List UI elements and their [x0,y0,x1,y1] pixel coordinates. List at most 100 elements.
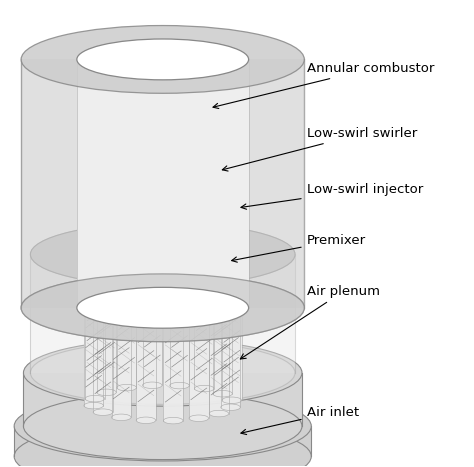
Ellipse shape [217,242,228,248]
Text: Premixer: Premixer [232,234,366,262]
Ellipse shape [100,423,114,429]
Text: Air plenum: Air plenum [240,285,380,359]
Ellipse shape [89,247,101,253]
Ellipse shape [122,399,136,406]
Polygon shape [189,276,209,418]
Ellipse shape [136,417,155,424]
Polygon shape [97,251,116,392]
Ellipse shape [97,248,116,254]
Ellipse shape [136,267,156,276]
Ellipse shape [194,385,214,392]
Ellipse shape [21,26,304,93]
Ellipse shape [169,398,183,404]
Ellipse shape [220,254,241,263]
Ellipse shape [143,241,162,247]
Polygon shape [77,59,248,308]
Ellipse shape [183,411,198,418]
Ellipse shape [209,410,228,417]
Ellipse shape [93,267,113,274]
Ellipse shape [111,272,131,279]
Ellipse shape [117,234,137,244]
Ellipse shape [194,244,214,250]
Ellipse shape [221,247,242,256]
Ellipse shape [49,425,64,432]
Ellipse shape [183,434,198,441]
Ellipse shape [23,340,302,406]
Ellipse shape [222,397,242,403]
Ellipse shape [136,276,155,282]
Ellipse shape [83,252,104,262]
Ellipse shape [143,448,156,454]
Ellipse shape [214,402,228,408]
Polygon shape [209,272,228,414]
Ellipse shape [117,384,137,391]
Polygon shape [164,279,183,421]
Ellipse shape [194,235,214,245]
Ellipse shape [247,410,261,416]
Ellipse shape [142,232,163,241]
Text: Annular combustor: Annular combustor [213,62,434,108]
Ellipse shape [111,414,131,421]
Ellipse shape [189,273,209,280]
Text: Air inlet: Air inlet [241,406,359,435]
Ellipse shape [14,422,311,467]
Ellipse shape [117,243,137,249]
Ellipse shape [189,265,209,275]
Ellipse shape [170,382,189,389]
Ellipse shape [222,255,242,262]
Ellipse shape [111,264,131,274]
Ellipse shape [21,274,304,342]
Polygon shape [117,246,137,388]
Ellipse shape [190,446,204,453]
Ellipse shape [128,411,142,418]
Ellipse shape [198,237,210,243]
Ellipse shape [143,382,162,389]
Ellipse shape [64,436,79,443]
Polygon shape [221,266,240,407]
Ellipse shape [30,223,295,286]
Polygon shape [30,255,295,373]
Ellipse shape [140,269,152,275]
Polygon shape [84,264,103,406]
Ellipse shape [14,391,311,461]
Ellipse shape [21,274,304,342]
Ellipse shape [55,414,69,421]
Ellipse shape [81,405,95,411]
Ellipse shape [221,404,240,410]
Ellipse shape [30,341,295,404]
Ellipse shape [93,409,113,416]
Polygon shape [93,270,113,412]
Ellipse shape [169,232,190,242]
Ellipse shape [85,245,105,255]
Polygon shape [77,59,248,308]
Ellipse shape [209,260,229,270]
Ellipse shape [213,390,232,397]
Ellipse shape [170,241,189,247]
Ellipse shape [97,389,116,396]
Ellipse shape [230,441,244,447]
Ellipse shape [96,239,117,248]
Ellipse shape [167,269,179,275]
Ellipse shape [120,236,133,242]
Ellipse shape [146,234,158,240]
Polygon shape [21,59,304,308]
Ellipse shape [77,39,248,80]
Ellipse shape [209,269,228,275]
Ellipse shape [84,261,103,267]
Ellipse shape [225,255,237,262]
Ellipse shape [128,434,142,441]
Polygon shape [143,244,162,385]
Ellipse shape [173,234,185,240]
Ellipse shape [98,444,112,451]
Ellipse shape [97,261,109,267]
Ellipse shape [100,241,112,247]
Ellipse shape [213,262,225,268]
Ellipse shape [211,423,226,429]
Polygon shape [85,257,105,399]
Ellipse shape [115,266,128,272]
Ellipse shape [164,417,183,424]
Ellipse shape [164,276,183,282]
Text: Low-swirl injector: Low-swirl injector [241,183,423,209]
Ellipse shape [163,267,183,277]
Ellipse shape [226,249,238,255]
